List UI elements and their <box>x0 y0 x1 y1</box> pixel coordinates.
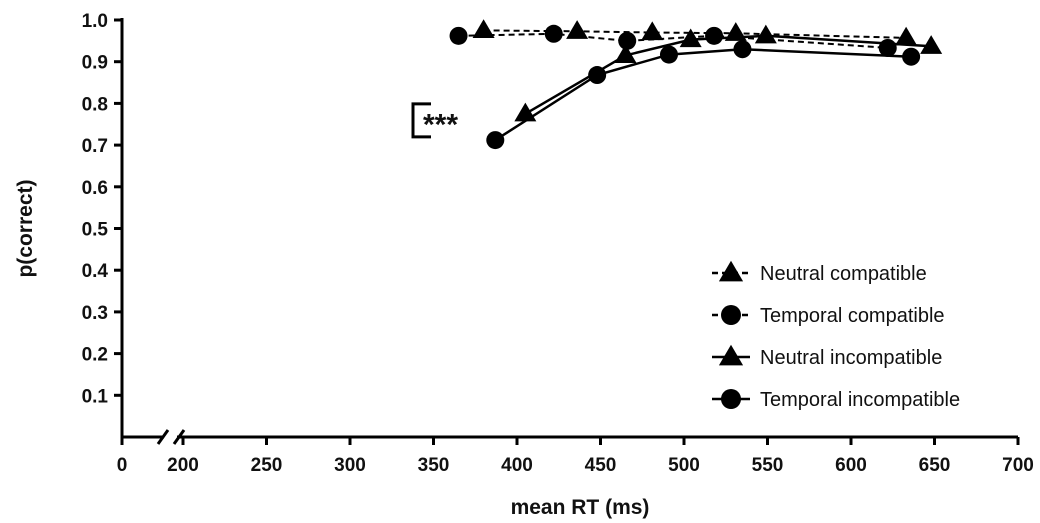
y-tick-label: 0.3 <box>82 303 108 324</box>
x-tick-label: 400 <box>501 455 533 476</box>
data-point-circle <box>449 26 468 45</box>
x-tick-label: 250 <box>251 455 283 476</box>
x-axis-break-mark <box>172 429 186 445</box>
y-tick-label: 1.0 <box>82 11 108 32</box>
data-point-triangle <box>754 24 777 44</box>
x-tick-label: 350 <box>418 455 450 476</box>
y-tick-label: 0.1 <box>82 386 109 407</box>
legend-item: Temporal incompatible <box>712 389 960 411</box>
legend-circle-marker <box>721 389 741 409</box>
x-tick-label: 700 <box>1002 455 1034 476</box>
data-point-circle <box>902 47 921 66</box>
y-tick-label: 0.2 <box>82 345 108 366</box>
data-point-triangle <box>920 35 943 54</box>
y-tick-label: 0.6 <box>82 178 108 199</box>
y-tick-label: 0.5 <box>82 220 109 241</box>
data-point-circle <box>588 66 607 85</box>
data-point-triangle <box>614 44 637 64</box>
legend-item: Neutral compatible <box>712 260 927 285</box>
data-point-triangle <box>514 102 537 122</box>
series-neutral-incompatible <box>514 24 943 122</box>
data-point-triangle <box>566 20 589 39</box>
x-tick-label: 550 <box>752 455 784 476</box>
data-point-triangle <box>472 19 495 38</box>
legend-triangle-marker <box>718 260 744 282</box>
series-line <box>458 32 888 49</box>
legend-label: Neutral incompatible <box>760 347 942 369</box>
x-tick-label: 500 <box>668 455 700 476</box>
x-axis-break-mark <box>156 429 170 445</box>
legend-item: Neutral incompatible <box>712 344 942 369</box>
data-point-triangle <box>895 26 918 46</box>
legend-triangle-marker <box>718 344 744 366</box>
data-point-circle <box>486 131 505 150</box>
x-tick-label: 0 <box>117 455 128 476</box>
y-axis-title: p(correct) <box>14 179 37 277</box>
data-point-circle <box>733 40 752 59</box>
series-temporal-incompatible <box>486 40 921 150</box>
data-point-circle <box>544 24 563 43</box>
y-tick-label: 0.8 <box>82 94 108 115</box>
y-tick-label: 0.7 <box>82 136 108 157</box>
x-tick-label: 200 <box>167 455 199 476</box>
y-tick-label: 0.9 <box>82 53 108 74</box>
legend-label: Neutral compatible <box>760 263 927 285</box>
x-tick-label: 300 <box>334 455 366 476</box>
x-tick-label: 600 <box>835 455 867 476</box>
legend-circle-marker <box>721 305 741 325</box>
significance-bracket <box>411 102 431 139</box>
x-tick-label: 450 <box>585 455 617 476</box>
data-point-circle <box>618 31 637 50</box>
legend-label: Temporal compatible <box>760 305 945 327</box>
data-point-circle <box>705 26 724 45</box>
significance-label: *** <box>423 108 458 141</box>
x-axis-title: mean RT (ms) <box>511 496 650 519</box>
y-tick-label: 0.4 <box>82 261 109 282</box>
legend-item: Temporal compatible <box>712 305 945 327</box>
data-point-circle <box>659 45 678 64</box>
data-point-triangle <box>641 21 664 41</box>
legend-label: Temporal incompatible <box>760 389 960 411</box>
data-point-triangle <box>679 28 702 48</box>
x-tick-label: 650 <box>919 455 951 476</box>
